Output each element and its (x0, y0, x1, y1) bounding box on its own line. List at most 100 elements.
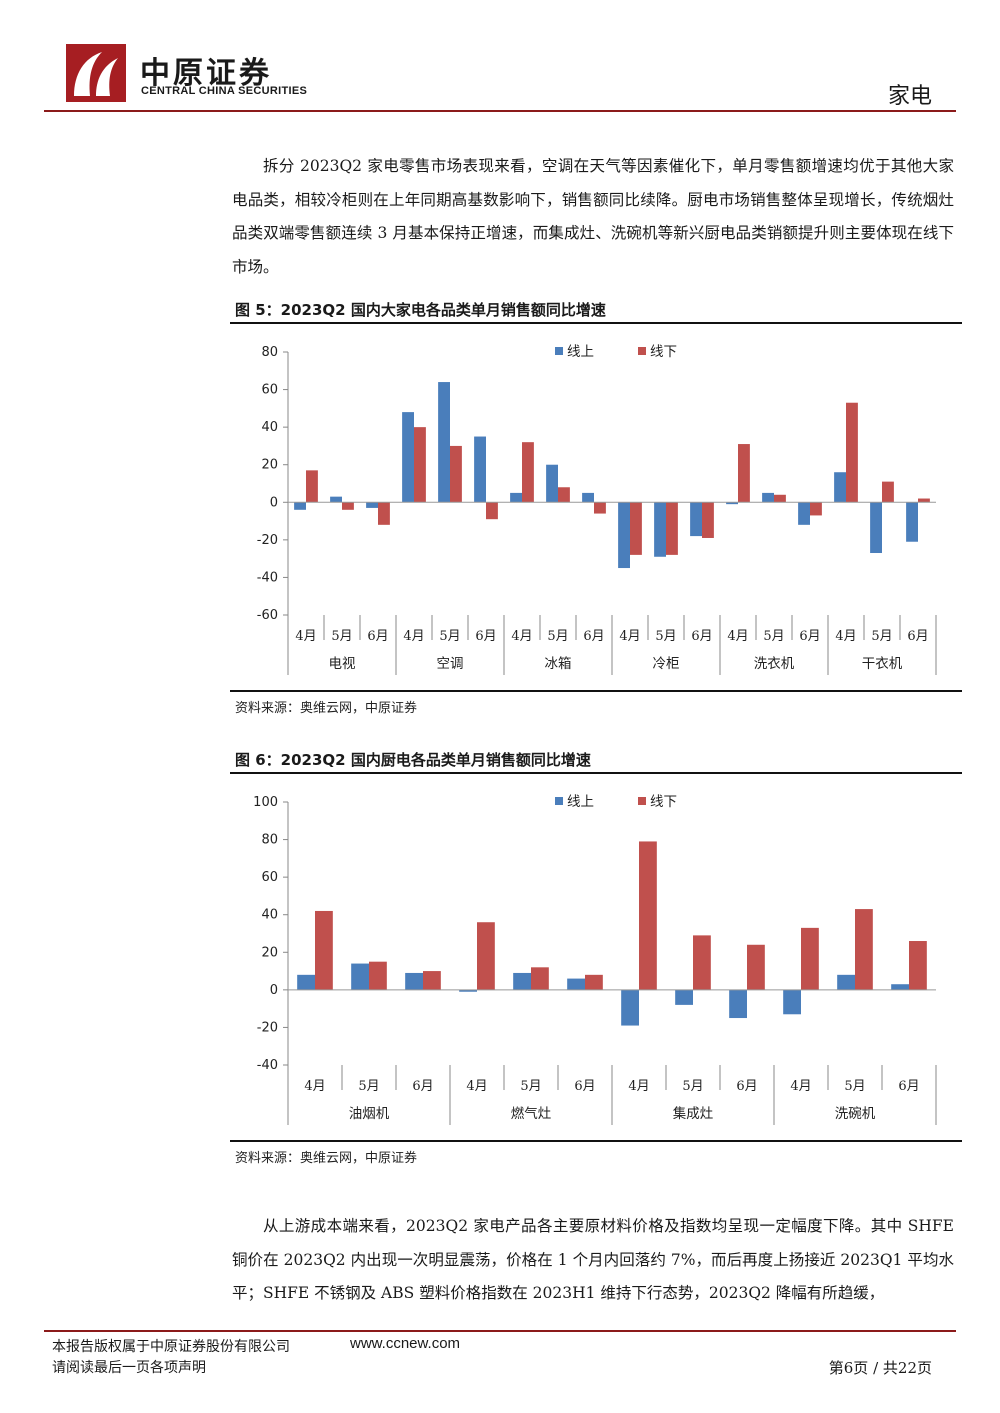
bar-online (474, 436, 486, 503)
figure-5-source: 资料来源：奥维云网，中原证券 (235, 701, 418, 716)
figure-6-chart: -40 -20 0 20 40 60 80 100 4月 5月 6月 4月 5月 6月 4月 5月 6月 4月 5月… (253, 794, 937, 1125)
bar-online (351, 963, 369, 990)
bar-online (294, 502, 306, 510)
month-label: 6月 (898, 1079, 919, 1094)
y-tick-label: -60 (257, 608, 278, 623)
month-label: 4月 (511, 629, 532, 644)
bar-offline (522, 442, 534, 503)
y-tick-label: -40 (257, 570, 278, 585)
figure-5-top-rule (230, 322, 962, 324)
bar-offline (423, 971, 441, 990)
month-label: 4月 (304, 1079, 325, 1094)
legend-label: 线下 (650, 794, 677, 810)
month-label: 5月 (682, 1079, 703, 1094)
bar-offline (342, 502, 354, 510)
group-label: 干衣机 (862, 656, 903, 672)
bar-offline (810, 502, 822, 516)
month-label: 6月 (574, 1079, 595, 1094)
body-paragraph-1: 拆分 2023Q2 家电零售市场表现来看，空调在天气等因素催化下，单月零售额增速… (232, 157, 954, 276)
month-label: 4月 (628, 1079, 649, 1094)
bar-offline (414, 427, 426, 503)
bar-offline (378, 502, 390, 525)
bar-online (405, 972, 423, 990)
month-label: 6月 (907, 629, 928, 644)
bar-online (438, 382, 450, 503)
group-label: 电视 (329, 656, 356, 672)
legend-swatch (638, 797, 646, 805)
y-tick-label: 0 (270, 495, 278, 510)
footer-copyright: 本报告版权属于中原证券股份有限公司 (52, 1339, 290, 1355)
y-tick-label: 40 (261, 908, 278, 923)
figure-6-source: 资料来源：奥维云网，中原证券 (235, 1151, 418, 1166)
bar-online (798, 502, 810, 525)
bar-online (366, 502, 378, 508)
month-label: 5月 (331, 629, 352, 644)
month-label: 4月 (403, 629, 424, 644)
bar-offline (738, 444, 750, 503)
footer-disclaimer: 请阅读最后一页各项声明 (52, 1360, 206, 1376)
bar-offline (558, 487, 570, 503)
y-tick-label: 100 (253, 795, 278, 810)
bar-offline (747, 944, 765, 990)
month-label: 5月 (655, 629, 676, 644)
month-label: 6月 (736, 1079, 757, 1094)
month-label: 6月 (367, 629, 388, 644)
month-label: 4月 (835, 629, 856, 644)
group-label: 油烟机 (349, 1106, 390, 1122)
bar-offline (369, 961, 387, 990)
legend-swatch (555, 797, 563, 805)
bar-online (762, 492, 774, 503)
bar-online (330, 496, 342, 503)
legend-label: 线下 (650, 344, 677, 360)
month-label: 6月 (412, 1079, 433, 1094)
bar-offline (702, 502, 714, 538)
y-tick-label: -20 (257, 1020, 278, 1035)
month-label: 5月 (520, 1079, 541, 1094)
bar-online (906, 502, 918, 542)
y-tick-label: 60 (261, 383, 278, 398)
y-tick-label: 80 (261, 345, 278, 360)
y-tick-label: 80 (261, 833, 278, 848)
group-label: 冷柜 (653, 656, 680, 672)
legend-swatch (555, 347, 563, 355)
bar-offline (585, 974, 603, 990)
company-logo-mark (66, 44, 126, 102)
y-tick-label: 60 (261, 870, 278, 885)
bar-online (837, 974, 855, 990)
month-label: 4月 (295, 629, 316, 644)
bar-offline (531, 967, 549, 990)
month-label: 4月 (727, 629, 748, 644)
bar-offline (882, 481, 894, 503)
bar-offline (846, 402, 858, 503)
section-label: 家电 (887, 84, 932, 109)
month-label: 5月 (763, 629, 784, 644)
company-name-en: CENTRAL CHINA SECURITIES (141, 85, 308, 97)
bar-offline (774, 494, 786, 503)
y-tick-label: 40 (261, 420, 278, 435)
group-label: 空调 (437, 656, 464, 672)
bar-online (675, 989, 693, 1005)
month-label: 5月 (358, 1079, 379, 1094)
month-label: 6月 (583, 629, 604, 644)
group-label: 燃气灶 (511, 1105, 552, 1122)
bar-offline (594, 502, 606, 514)
bar-online (402, 412, 414, 503)
body-paragraph-2: 从上游成本端来看，2023Q2 家电产品各主要原材料价格及指数均呈现一定幅度下降… (232, 1217, 954, 1302)
bar-offline (315, 910, 333, 990)
group-label: 洗衣机 (754, 656, 795, 672)
month-label: 5月 (844, 1079, 865, 1094)
y-tick-label: 20 (261, 458, 278, 473)
bar-offline (450, 445, 462, 503)
figure-5-chart: -60 -40 -20 0 20 40 60 80 4月 5月 6月 4月 5月 6月 4月 5月 6月 4月 5月… (257, 344, 937, 675)
month-label: 5月 (871, 629, 892, 644)
y-tick-label: 0 (270, 983, 278, 998)
header-divider (44, 110, 956, 112)
bar-online (510, 492, 522, 503)
y-tick-label: -20 (257, 533, 278, 548)
footer-website-link[interactable]: www.ccnew.com (350, 1335, 461, 1352)
legend-label: 线上 (567, 794, 594, 810)
bar-online (891, 984, 909, 990)
bar-offline (909, 941, 927, 990)
figure-5-title: 图 5：2023Q2 国内大家电各品类单月销售额同比增速 (235, 301, 606, 319)
bar-offline (630, 502, 642, 555)
